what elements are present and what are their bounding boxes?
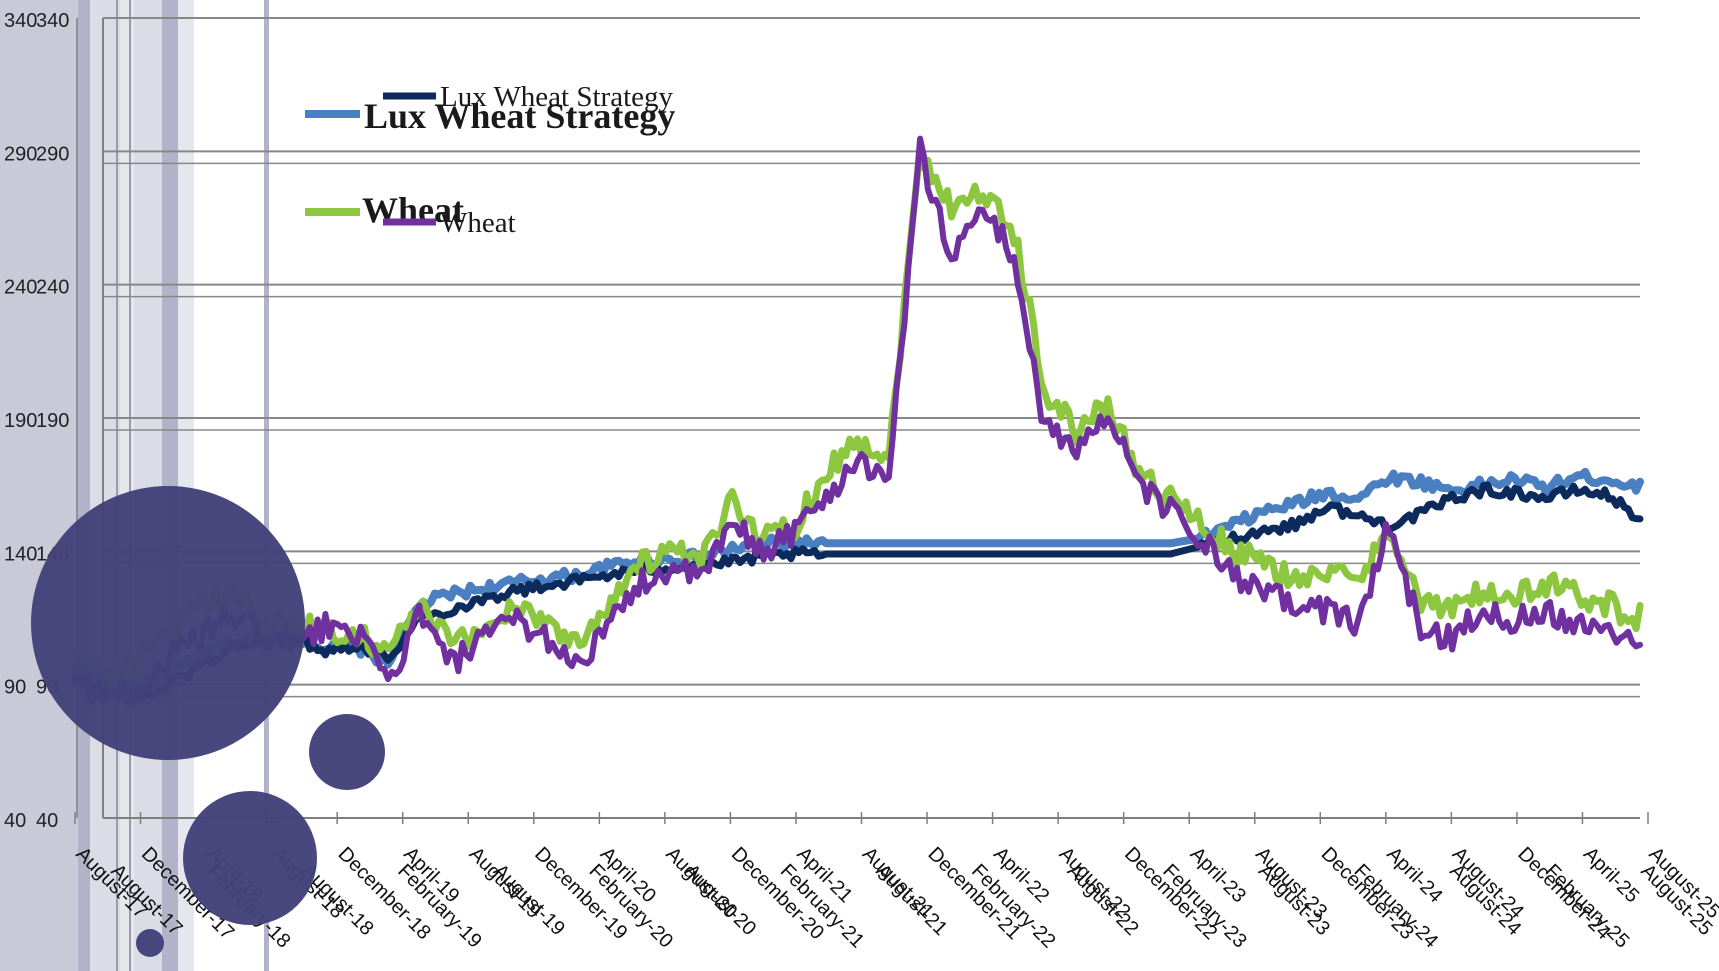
y-tick-label: 340 — [36, 10, 69, 32]
y-tick-label: 90 — [4, 677, 26, 699]
grid-lines — [103, 17, 1640, 819]
background-stripe — [0, 0, 78, 971]
background-stripe — [134, 0, 162, 971]
bubbles — [31, 486, 385, 957]
bubble — [31, 486, 305, 760]
background-stripe — [90, 0, 120, 971]
y-tick-label: 290 — [36, 143, 69, 165]
background-stripe — [120, 0, 134, 971]
y-tick-label: 290 — [4, 143, 37, 165]
series-line-1 — [71, 481, 1644, 706]
y-tick-label: 140 — [4, 543, 37, 565]
background-stripe — [162, 0, 178, 971]
background-stripe — [78, 0, 90, 971]
y-tick-label: 240 — [4, 277, 37, 299]
series-line-2 — [71, 144, 1644, 685]
bubble — [309, 714, 385, 790]
y-tick-label: 190 — [36, 410, 69, 432]
bubble — [136, 929, 164, 957]
y-tick-label: 340 — [4, 10, 37, 32]
background-stripe — [264, 0, 269, 971]
y-tick-label: 190 — [4, 410, 37, 432]
x-axis: August-17December-17April-18August-18Dec… — [71, 812, 1719, 953]
y-tick-label: 40 — [4, 810, 26, 832]
legend-label: Wheat — [440, 207, 516, 239]
legend-label: Lux Wheat Strategy — [440, 81, 674, 113]
series-line-3 — [72, 135, 1643, 707]
y-tick-label: 240 — [36, 277, 69, 299]
series-lines — [71, 135, 1644, 707]
bubble — [183, 791, 317, 925]
x-tick-label-secondary: August-22 — [1063, 860, 1143, 940]
legend-label: Lux Wheat Strategy — [364, 96, 675, 136]
y-tick-label: 40 — [36, 810, 58, 832]
